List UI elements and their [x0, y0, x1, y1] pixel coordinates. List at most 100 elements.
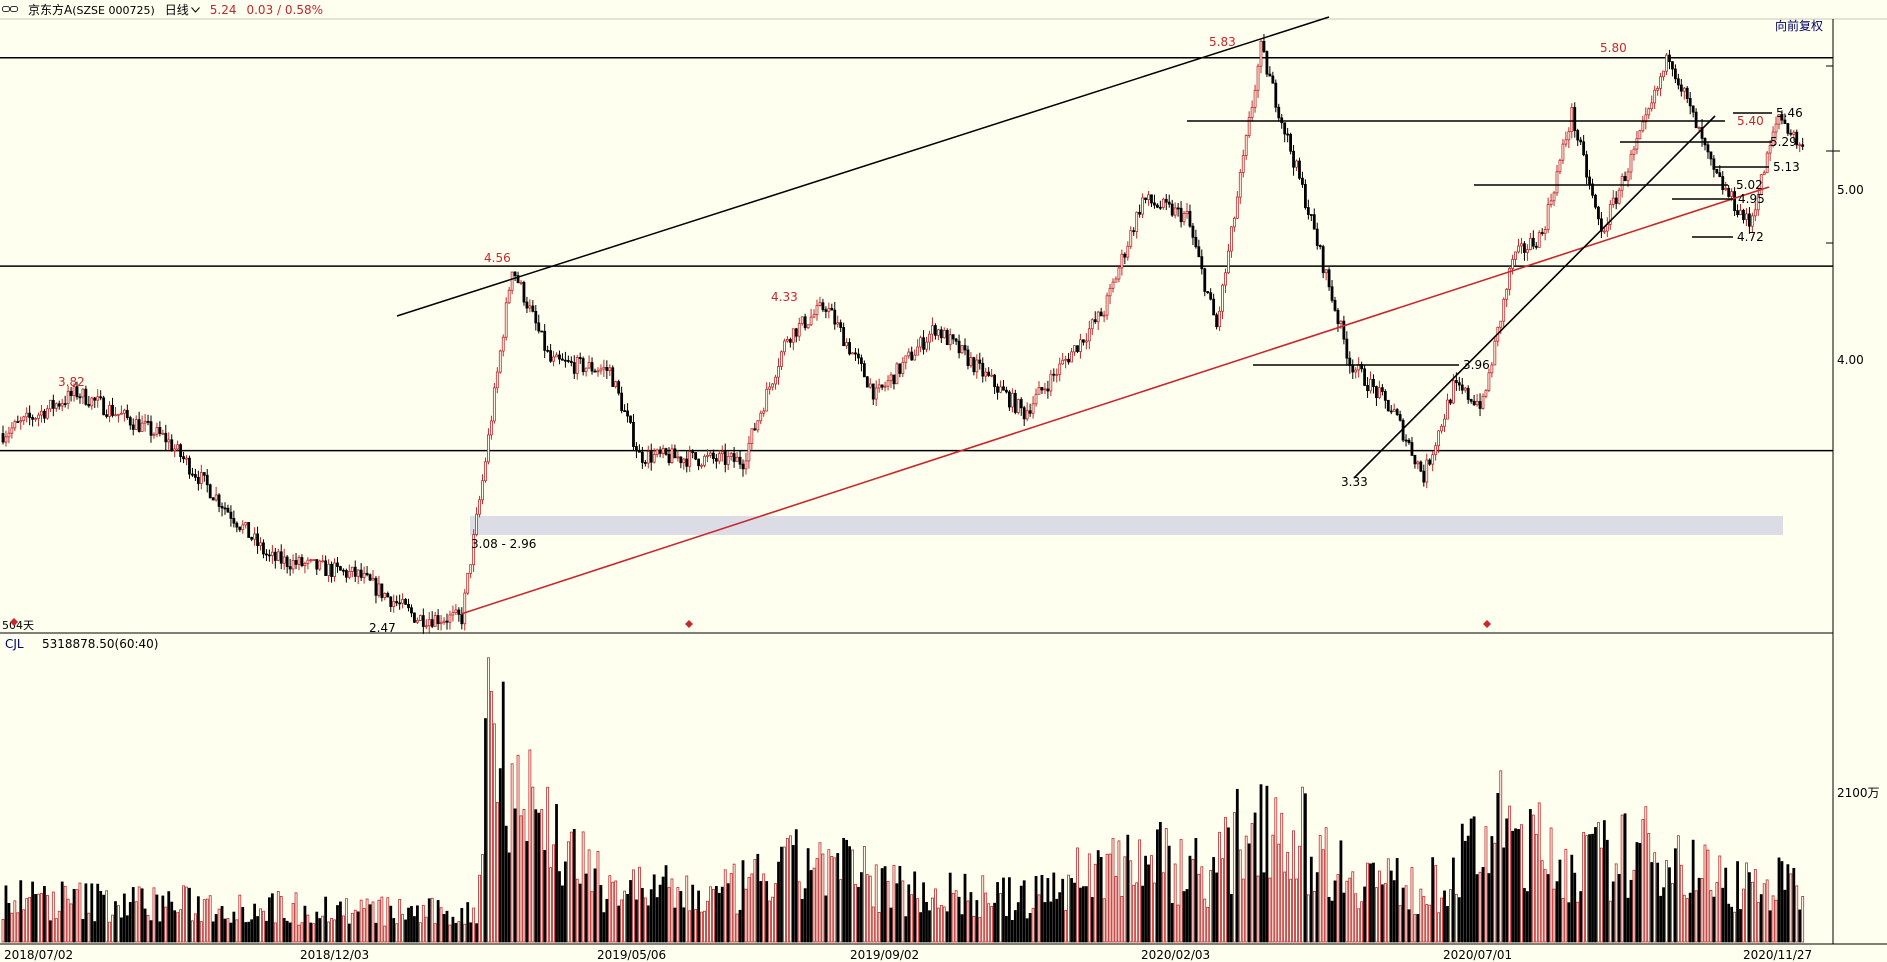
candle-body [1055, 373, 1059, 376]
volume-bar [1031, 907, 1035, 943]
candle-body [265, 553, 268, 556]
volume-bar [1534, 833, 1538, 943]
volume-bar [270, 893, 274, 943]
candle-body [303, 563, 307, 567]
volume-bar [371, 901, 375, 943]
volume-bar [1212, 857, 1216, 943]
candle-body [1386, 399, 1390, 412]
candle-body [1126, 245, 1130, 258]
candle-body [1475, 401, 1479, 406]
candle-body [410, 607, 413, 614]
candle-body [513, 271, 517, 277]
candle-body [714, 458, 718, 462]
volume-bar [1218, 831, 1221, 943]
volume-bar [572, 828, 576, 943]
volume-bar [712, 888, 715, 943]
volume-bar [871, 906, 875, 943]
candle-body [1043, 388, 1047, 391]
candle-body [1484, 389, 1488, 397]
volume-bar [1076, 847, 1079, 943]
candle-body [1019, 399, 1023, 409]
candle-body [889, 374, 893, 382]
volume-bar [788, 835, 792, 943]
candle-body [149, 421, 153, 436]
candle-body [1105, 295, 1109, 316]
volume-bar [507, 852, 511, 943]
volume-bar [1647, 833, 1651, 943]
volume-bar [51, 891, 55, 943]
volume-bar [649, 889, 653, 943]
candle-body [84, 388, 88, 405]
candle-body [788, 339, 792, 343]
volume-bar [122, 893, 126, 943]
volume-bar [276, 891, 280, 943]
candle-body [1614, 197, 1618, 204]
adjust-button[interactable]: 向前复权 [1775, 18, 1823, 33]
volume-bar [934, 888, 937, 943]
volume-bar [1064, 909, 1068, 943]
volume-bar [1733, 911, 1736, 943]
volume-bar [617, 905, 621, 943]
candle-body [1283, 122, 1287, 135]
volume-bar [549, 867, 552, 943]
volume-bar [105, 890, 108, 943]
candle-body [1315, 228, 1319, 246]
volume-bar [495, 802, 499, 943]
volume-bar [1256, 875, 1260, 943]
candle-body [1508, 268, 1512, 290]
volume-bar [415, 905, 419, 943]
volume-bar [1759, 894, 1763, 943]
candle-body [1756, 194, 1760, 211]
volume-bar [564, 861, 567, 943]
period-selector[interactable]: 日线 [165, 1, 200, 18]
volume-bar [368, 904, 372, 943]
candle-body [540, 330, 544, 333]
candle-body [421, 615, 425, 627]
candle-body [1158, 206, 1162, 209]
candle-body [223, 507, 227, 510]
candle-body [531, 305, 535, 312]
volume-bar [1114, 875, 1118, 943]
candle-body [353, 566, 357, 577]
volume-bar [176, 912, 180, 943]
candle-body [791, 328, 795, 343]
candle-body [1416, 461, 1420, 465]
volume-bar [1605, 839, 1609, 943]
volume-bar [161, 895, 165, 943]
candle-body [939, 329, 943, 339]
candle-body [1460, 384, 1464, 391]
candle-body [413, 612, 416, 623]
link-icon[interactable] [2, 3, 18, 17]
volume-bar [1742, 888, 1745, 943]
candle-body [256, 533, 259, 547]
volume-bar [377, 899, 381, 943]
volume-bar [673, 907, 677, 943]
candle-body [1573, 107, 1577, 131]
volume-bar [69, 903, 73, 943]
volume-bar [1676, 835, 1680, 943]
volume-bar [996, 882, 999, 943]
volume-bar [868, 875, 872, 943]
volume-bar [1330, 900, 1334, 943]
volume-bar [703, 910, 706, 943]
candle-body [1179, 207, 1183, 223]
candle-body [741, 463, 745, 470]
volume-bar [1632, 869, 1636, 943]
candle-body [451, 612, 455, 616]
volume-bar [214, 914, 218, 943]
volume-bar [392, 918, 396, 943]
volume-bar [282, 917, 286, 943]
candle-body [469, 564, 473, 574]
volume-bar [1540, 860, 1544, 943]
candle-body [1709, 151, 1713, 160]
volume-bar [78, 882, 82, 943]
candle-body [895, 363, 899, 385]
upper-channel-line [396, 16, 1330, 317]
volume-bar [294, 892, 298, 943]
volume-bar [936, 907, 940, 943]
candle-body [534, 310, 538, 324]
volume-bar [1706, 849, 1710, 943]
volume-bar [815, 858, 819, 943]
candle-body [771, 383, 774, 388]
volume-bar [566, 841, 570, 943]
